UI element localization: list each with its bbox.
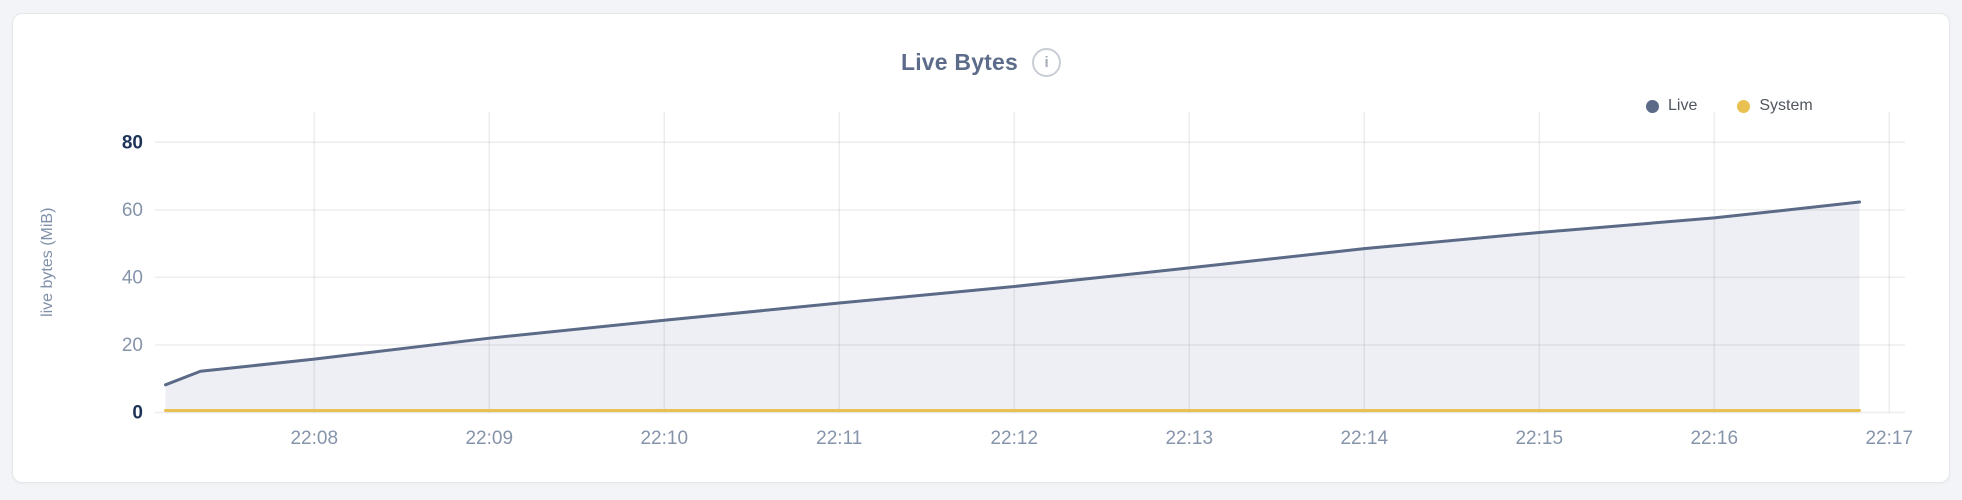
legend-item-system[interactable]: System — [1737, 97, 1813, 115]
page-title: Live Bytes — [900, 49, 1019, 75]
y-axis-tick-label: 40 — [122, 267, 143, 288]
system-series-dot-icon — [1737, 99, 1751, 113]
info-icon[interactable]: i — [1032, 48, 1062, 77]
y-axis-tick-label: 20 — [122, 335, 143, 356]
y-axis-tick-label: 60 — [122, 200, 143, 221]
chart-header: Live Bytes i — [0, 48, 1962, 77]
chart-legend: Live System — [1646, 97, 1813, 115]
x-axis-tick-label: 22:11 — [816, 428, 862, 449]
legend-item-live[interactable]: Live — [1646, 97, 1697, 115]
x-axis-tick-label: 22:09 — [465, 428, 513, 449]
y-axis-tick-label: 80 — [122, 132, 143, 153]
legend-label: System — [1759, 97, 1813, 114]
x-axis-tick-label: 22:12 — [990, 428, 1038, 449]
x-axis-tick-label: 22:13 — [1165, 428, 1213, 449]
y-axis-tick-label: 0 — [132, 403, 143, 424]
legend-label: Live — [1668, 97, 1698, 114]
x-axis-tick-label: 22:16 — [1690, 428, 1738, 449]
x-axis-tick-label: 22:17 — [1865, 428, 1913, 449]
series-area-live — [165, 202, 1860, 413]
x-axis-tick-label: 22:14 — [1340, 428, 1388, 449]
y-axis-title: live bytes (MiB) — [39, 208, 56, 317]
x-axis-tick-label: 22:08 — [290, 428, 338, 449]
live-series-dot-icon — [1646, 99, 1659, 113]
series-line-live — [164, 200, 1861, 387]
x-axis-tick-label: 22:10 — [640, 428, 688, 449]
x-axis-tick-label: 22:15 — [1515, 428, 1563, 449]
